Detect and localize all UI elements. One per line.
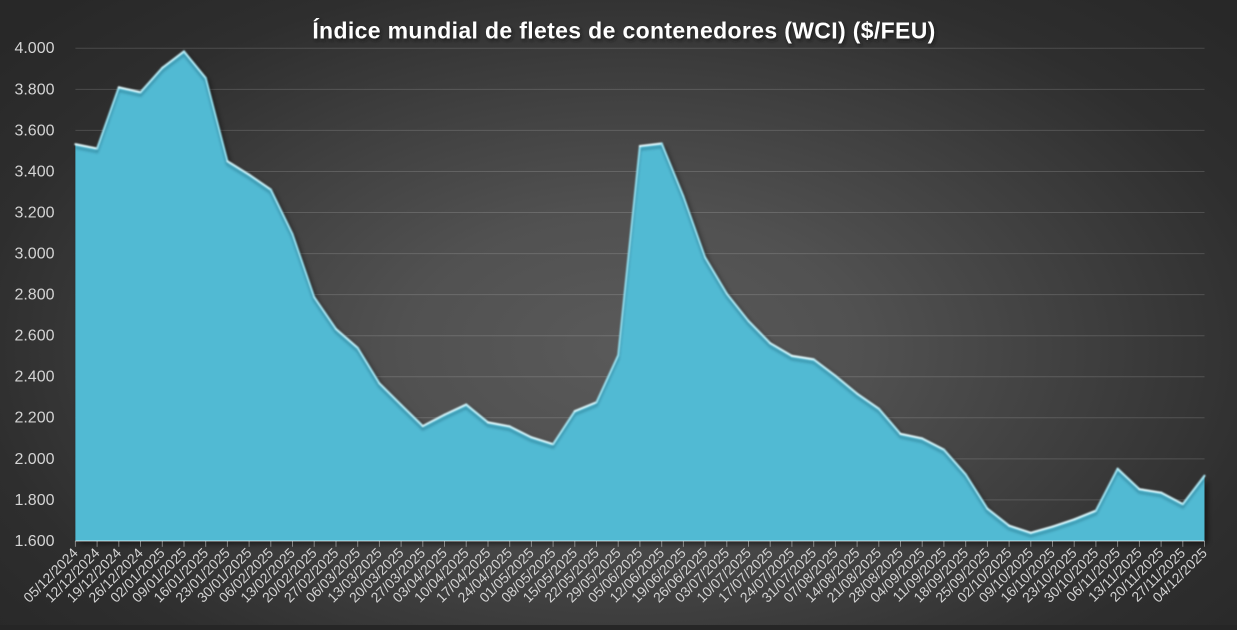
svg-text:1.600: 1.600 bbox=[14, 533, 54, 550]
svg-text:3.600: 3.600 bbox=[14, 122, 54, 139]
svg-text:2.000: 2.000 bbox=[14, 451, 54, 468]
svg-text:Índice mundial de fletes de co: Índice mundial de fletes de contenedores… bbox=[312, 17, 935, 44]
svg-text:4.000: 4.000 bbox=[14, 40, 54, 57]
svg-text:2.400: 2.400 bbox=[14, 369, 54, 386]
svg-text:3.200: 3.200 bbox=[14, 204, 54, 221]
svg-text:3.400: 3.400 bbox=[14, 163, 54, 180]
svg-text:2.200: 2.200 bbox=[14, 410, 54, 427]
svg-text:2.600: 2.600 bbox=[14, 328, 54, 345]
svg-text:3.800: 3.800 bbox=[14, 81, 54, 98]
svg-text:2.800: 2.800 bbox=[14, 287, 54, 304]
svg-text:1.800: 1.800 bbox=[14, 492, 54, 509]
svg-text:Índice mundial de fletes de co: Índice mundial de fletes de contenedores… bbox=[314, 18, 937, 45]
svg-text:3.000: 3.000 bbox=[14, 246, 54, 263]
